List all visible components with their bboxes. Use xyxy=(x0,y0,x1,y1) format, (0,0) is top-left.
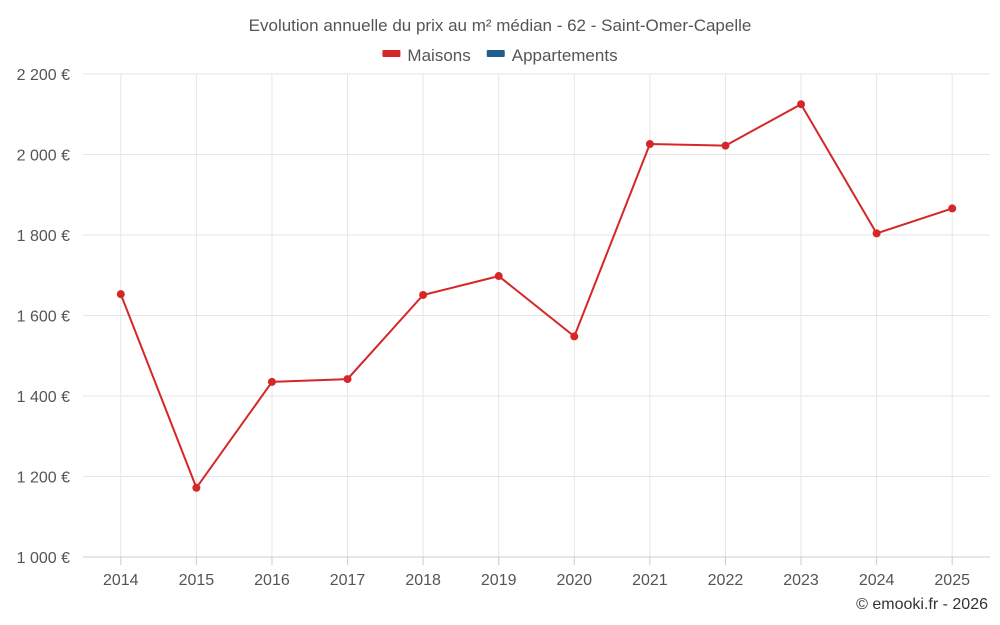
x-tick-label: 2014 xyxy=(103,572,139,589)
legend: Maisons Appartements xyxy=(382,46,618,65)
data-point[interactable] xyxy=(419,290,428,299)
data-point[interactable] xyxy=(721,141,730,150)
legend-item-maisons[interactable]: Maisons xyxy=(382,46,471,65)
data-point[interactable] xyxy=(116,290,125,299)
x-tick-label: 2016 xyxy=(254,572,290,589)
y-tick-label: 1 400 € xyxy=(17,389,70,406)
x-tick-label: 2023 xyxy=(783,572,819,589)
x-tick-label: 2018 xyxy=(405,572,441,589)
x-tick-label: 2017 xyxy=(330,572,366,589)
x-tick-label: 2024 xyxy=(859,572,895,589)
legend-item-appartements[interactable]: Appartements xyxy=(486,46,618,65)
y-tick-label: 1 800 € xyxy=(17,228,70,245)
chart-title: Evolution annuelle du prix au m² médian … xyxy=(249,16,752,35)
grid xyxy=(83,73,990,557)
x-tick-label: 2025 xyxy=(934,572,970,589)
y-tick-label: 2 000 € xyxy=(17,148,70,165)
y-tick-label: 2 200 € xyxy=(17,67,70,84)
legend-label: Maisons xyxy=(407,46,470,65)
y-axis: 1 000 € 1 200 € 1 400 € 1 600 € 1 800 € 2 000… xyxy=(17,67,70,567)
x-tick-label: 2019 xyxy=(481,572,517,589)
legend-label: Appartements xyxy=(512,46,618,65)
y-tick-label: 1 200 € xyxy=(17,470,70,487)
data-point[interactable] xyxy=(343,375,352,384)
data-point[interactable] xyxy=(267,377,276,386)
data-point[interactable] xyxy=(872,229,881,238)
series-line-maisons xyxy=(119,102,953,490)
x-tick-label: 2020 xyxy=(556,572,592,589)
legend-swatch xyxy=(486,50,505,57)
legend-swatch xyxy=(382,50,401,57)
data-point[interactable] xyxy=(645,140,654,149)
y-tick-label: 1 600 € xyxy=(17,309,70,326)
data-point[interactable] xyxy=(797,100,806,109)
y-tick-label: 1 000 € xyxy=(17,550,70,567)
data-point[interactable] xyxy=(494,272,503,281)
x-tick-label: 2022 xyxy=(708,572,744,589)
data-point[interactable] xyxy=(192,483,201,492)
data-point[interactable] xyxy=(570,332,579,341)
plot-area xyxy=(116,100,957,492)
credit-text: © emooki.fr - 2026 xyxy=(856,596,988,613)
x-axis: 2014 2015 2016 2017 2018 2019 2020 2021 2022 2023… xyxy=(83,556,990,589)
x-tick-label: 2015 xyxy=(179,572,215,589)
data-point[interactable] xyxy=(948,204,957,213)
x-tick-label: 2021 xyxy=(632,572,668,589)
